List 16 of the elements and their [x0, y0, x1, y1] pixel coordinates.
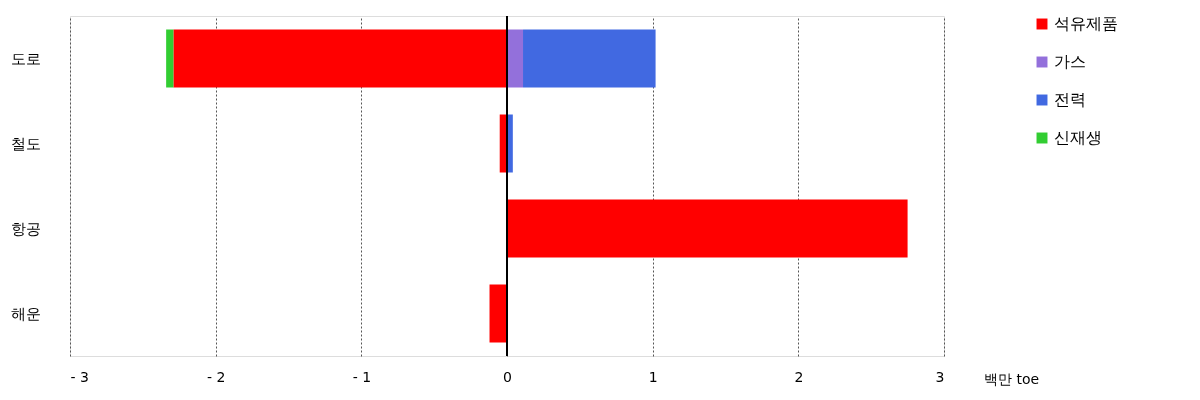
- y-tick-label: 해운: [10, 304, 41, 323]
- x-tick-label: 0: [503, 368, 512, 385]
- x-axis-title: 백만 toe: [984, 371, 1040, 387]
- legend-label: 석유제품: [1054, 14, 1118, 33]
- x-tick-label: 1: [648, 368, 658, 385]
- y-tick-label: 항공: [10, 219, 41, 238]
- legend-label: 신재생: [1054, 128, 1102, 147]
- x-tick-label: - 2: [206, 368, 226, 385]
- legend-label: 전력: [1054, 90, 1086, 109]
- y-tick-label: 도로: [10, 49, 41, 68]
- y-tick-label: 철도: [10, 134, 41, 153]
- x-tick-label: 3: [935, 368, 945, 385]
- legend-label: 가스: [1054, 52, 1086, 71]
- x-tick-label: - 1: [352, 368, 372, 385]
- x-tick-label: 2: [794, 368, 804, 385]
- x-tick-label: - 3: [70, 368, 89, 385]
